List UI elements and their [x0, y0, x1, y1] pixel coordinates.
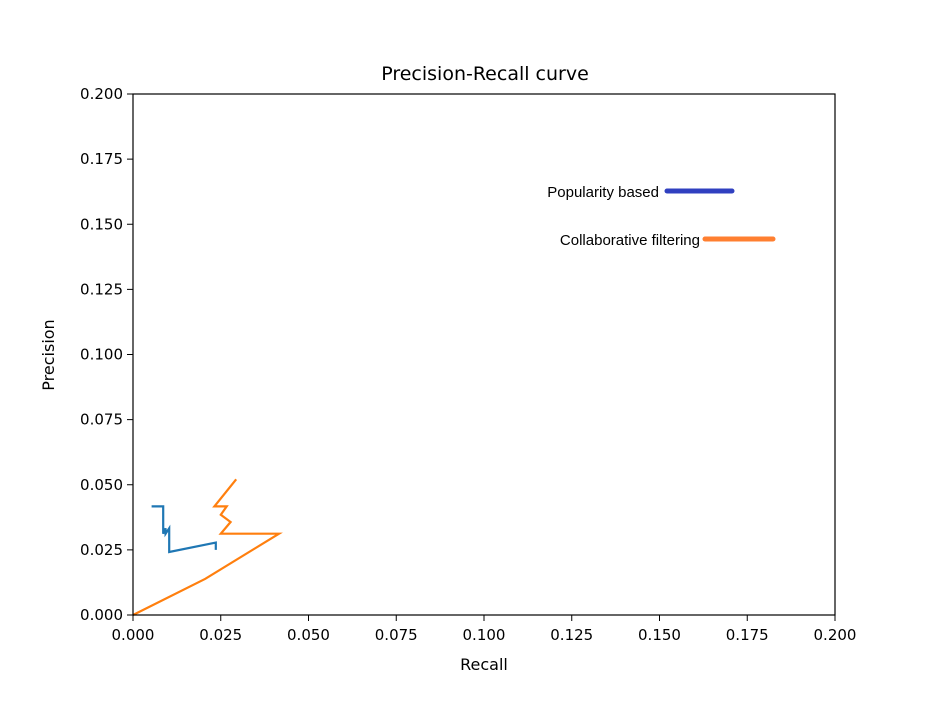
x-tick-label: 0.075 [375, 626, 418, 644]
plot-series [132, 478, 283, 616]
y-tick-label: 0.125 [80, 280, 123, 298]
x-tick-label: 0.200 [814, 626, 857, 644]
x-tick-label: 0.175 [726, 626, 769, 644]
y-axis-ticks: 0.000 0.025 0.050 0.075 0.100 0.125 0.150 0.175… [80, 85, 133, 624]
x-axis-label: Recall [460, 655, 508, 674]
x-axis-ticks: 0.000 0.025 0.050 0.075 0.100 0.125 0.150 0.175… [112, 615, 857, 644]
x-tick-label: 0.125 [550, 626, 593, 644]
y-tick-label: 0.050 [80, 476, 123, 494]
series-line-popularity-based [151, 505, 217, 554]
y-axis-label: Precision [39, 319, 58, 390]
x-tick-label: 0.025 [199, 626, 242, 644]
chart-title: Precision-Recall curve [381, 63, 589, 85]
y-tick-label: 0.075 [80, 411, 123, 429]
y-tick-label: 0.200 [80, 85, 123, 103]
y-tick-label: 0.150 [80, 215, 123, 233]
legend-label: Popularity based [547, 184, 659, 201]
x-tick-label: 0.100 [463, 626, 506, 644]
plot-frame [132, 93, 836, 616]
y-tick-label: 0.000 [80, 606, 123, 624]
legend: Popularity based Collaborative filtering [547, 184, 776, 249]
series-line-collaborative-filtering [132, 478, 283, 616]
y-tick-label: 0.175 [80, 150, 123, 168]
y-tick-label: 0.100 [80, 346, 123, 364]
legend-label: Collaborative filtering [560, 232, 700, 249]
x-tick-label: 0.150 [638, 626, 681, 644]
y-tick-label: 0.025 [80, 541, 123, 559]
x-tick-label: 0.000 [112, 626, 155, 644]
x-tick-label: 0.050 [287, 626, 330, 644]
